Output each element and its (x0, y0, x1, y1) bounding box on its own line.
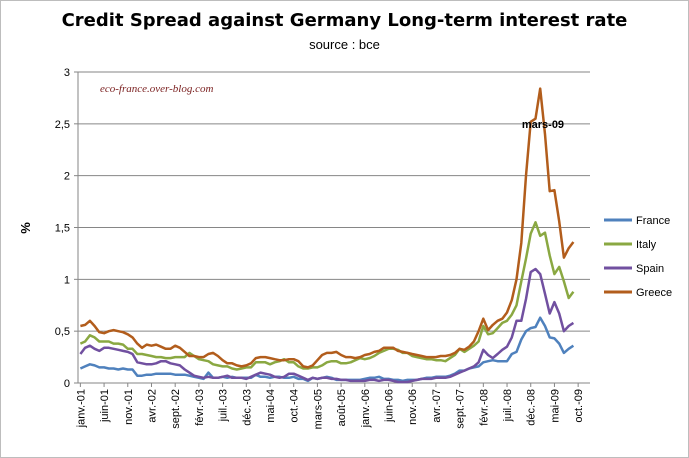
y-tick-label: 2 (64, 171, 70, 183)
x-tick-label: déc.-03 (241, 389, 253, 426)
x-tick-label: oct.-09 (573, 389, 585, 423)
x-tick-label: août-05 (336, 389, 348, 426)
x-tick-label: mai-04 (265, 389, 277, 423)
series-line-spain (79, 267, 575, 384)
series-lines (79, 87, 575, 384)
x-tick-label: avr.-07 (431, 389, 443, 423)
x-tick-label: mai-09 (549, 389, 561, 423)
x-tick-label: nov.-01 (123, 389, 135, 425)
legend-label-italy: Italy (636, 239, 657, 251)
x-tick-label: sept.-02 (170, 389, 182, 429)
series-line-italy (79, 221, 575, 371)
peak-annotation: mars-09 (522, 119, 564, 131)
y-tick-label: 1 (64, 274, 70, 286)
chart-title: Credit Spread against Germany Long-term … (61, 10, 628, 31)
x-tick-label: janv.-06 (360, 389, 372, 428)
x-tick-label: avr.-02 (146, 389, 158, 423)
watermark-text: eco-france.over-blog.com (100, 83, 213, 95)
x-tick-label: juil.-03 (218, 389, 230, 422)
x-tick-label: juil.-08 (502, 389, 514, 422)
x-tick-label: déc.-08 (526, 389, 538, 426)
legend-label-france: France (636, 215, 670, 227)
legend-label-greece: Greece (636, 287, 672, 299)
x-tick-label: nov.-06 (407, 389, 419, 425)
y-tick-labels: 0 0,5 1 1,5 2 2,5 3 (55, 67, 70, 390)
x-tick-label: févr.-08 (478, 389, 490, 426)
legend: France Italy Spain Greece (604, 215, 672, 299)
x-tick-label: janv.-01 (75, 389, 87, 428)
x-tick-label: mars-05 (312, 389, 324, 429)
x-tick-label: juin-01 (99, 389, 111, 423)
y-tick-label: 0,5 (55, 326, 70, 338)
x-tick-label: sept.-07 (455, 389, 467, 429)
y-tick-label: 3 (64, 67, 70, 79)
gridlines (74, 71, 590, 384)
series-line-greece (80, 87, 575, 369)
y-tick-label: 2,5 (55, 119, 70, 131)
x-tick-label: févr.-03 (194, 389, 206, 426)
x-tick-labels: janv.-01 juin-01 nov.-01 avr.-02 sept.-02 fév… (75, 383, 585, 429)
y-axis-label: % (18, 222, 33, 234)
y-tick-label: 0 (64, 378, 70, 390)
y-tick-label: 1,5 (55, 223, 70, 235)
axes (77, 72, 590, 384)
chart-subtitle: source : bce (309, 37, 380, 52)
x-tick-label: juin-06 (384, 389, 396, 423)
legend-label-spain: Spain (636, 263, 664, 275)
x-tick-label: oct.-04 (289, 389, 301, 423)
